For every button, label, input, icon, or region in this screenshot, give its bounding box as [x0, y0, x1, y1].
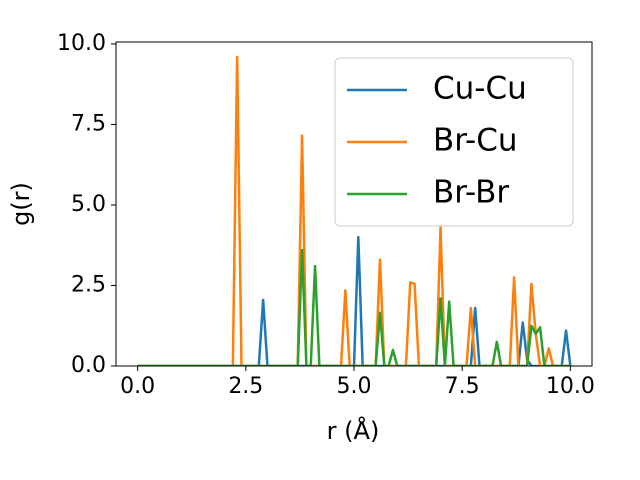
y-tick-label: 7.5 [71, 111, 106, 136]
x-tick-label: 2.5 [228, 374, 263, 399]
x-tick-label: 0.0 [120, 374, 155, 399]
x-tick-label: 10.0 [546, 374, 595, 399]
series-line [137, 248, 571, 366]
legend-label: Br-Br [433, 175, 509, 211]
y-tick-label: 10.0 [57, 31, 106, 56]
x-axis-label: r (Å) [327, 416, 380, 445]
legend-label: Br-Cu [433, 123, 518, 159]
x-tick-label: 5.0 [337, 374, 372, 399]
legend-box [334, 57, 574, 227]
y-axis-label: g(r) [7, 182, 35, 226]
legend-label: Cu-Cu [433, 71, 527, 107]
y-tick-label: 0.0 [71, 353, 106, 378]
x-tick-label: 7.5 [445, 374, 480, 399]
y-tick-label: 2.5 [71, 272, 106, 297]
plot-frame [115, 41, 593, 367]
y-tick-label: 5.0 [71, 192, 106, 217]
series-line [137, 235, 572, 366]
